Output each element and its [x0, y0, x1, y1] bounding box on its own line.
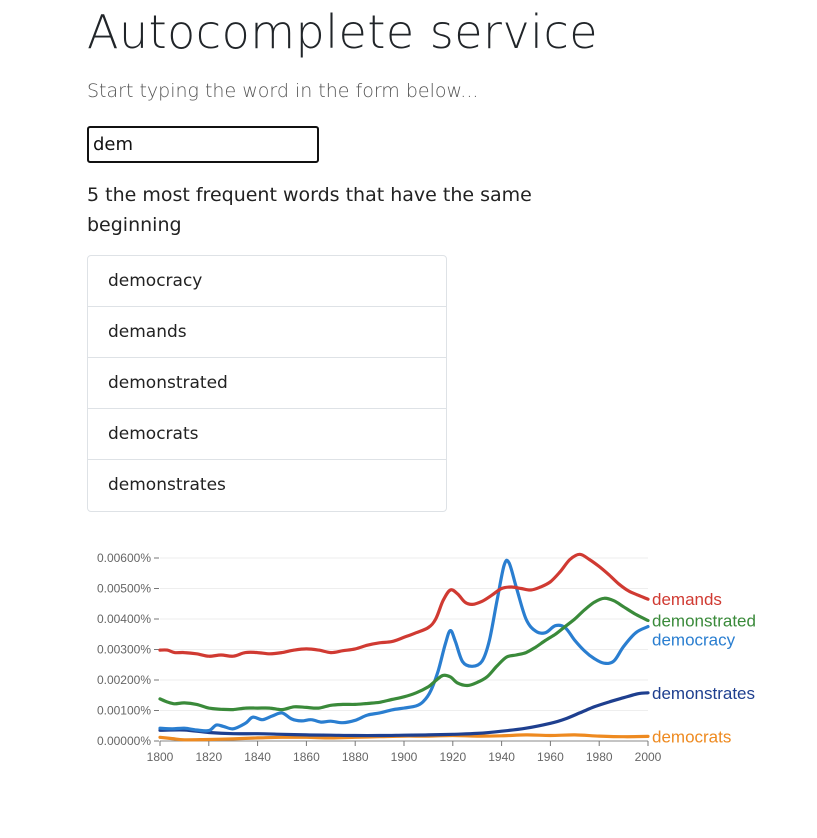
results-heading: 5 the most frequent words that have the … — [87, 184, 532, 236]
ngram-chart: 0.00000% 0.00100% 0.00200% 0.00300% 0.00400%… — [97, 551, 756, 764]
x-tick-label: 2000 — [635, 750, 662, 764]
x-tick-label: 1980 — [586, 750, 613, 764]
chart-grid — [160, 557, 648, 711]
chart-series — [158, 552, 650, 742]
x-tick-label: 1820 — [195, 750, 222, 764]
series-line-demonstrates — [158, 691, 650, 738]
suggestion-item-democracy[interactable]: democracy — [88, 256, 446, 307]
suggestion-item-democrats[interactable]: democrats — [88, 409, 446, 460]
y-tick-label: 0.00200% — [97, 673, 151, 687]
page-title: Autocomplete service — [87, 5, 599, 59]
series-label-demonstrates: demonstrates — [652, 684, 755, 703]
page-subtitle: Start typing the word in the form below.… — [87, 80, 479, 102]
x-tick-label: 1880 — [342, 750, 369, 764]
series-label-demands: demands — [652, 590, 722, 609]
suggestion-item-demands[interactable]: demands — [88, 307, 446, 358]
chart-axes: 0.00000% 0.00100% 0.00200% 0.00300% 0.00400%… — [97, 551, 662, 764]
series-label-democrats: democrats — [652, 727, 731, 746]
suggestion-item-demonstrates[interactable]: demonstrates — [108, 475, 226, 495]
x-tick-label: 1860 — [293, 750, 320, 764]
y-tick-label: 0.00000% — [97, 734, 151, 748]
y-tick-label: 0.00600% — [97, 551, 151, 565]
y-tick-label: 0.00500% — [97, 582, 151, 596]
series-line-demands — [158, 552, 650, 658]
y-tick-label: 0.00300% — [97, 643, 151, 657]
x-tick-label: 1800 — [147, 750, 174, 764]
y-tick-label: 0.00400% — [97, 612, 151, 626]
y-tick-label: 0.00100% — [97, 704, 151, 718]
series-line-democracy — [158, 558, 650, 733]
suggestion-list: democracy demands demonstrated democrats… — [87, 255, 447, 512]
series-line-demonstrated — [158, 596, 650, 712]
x-tick-label: 1900 — [391, 750, 418, 764]
search-input[interactable] — [87, 126, 319, 163]
x-tick-label: 1920 — [439, 750, 466, 764]
suggestion-item-demonstrated[interactable]: demonstrated — [88, 358, 446, 409]
x-tick-label: 1940 — [488, 750, 515, 764]
series-label-democracy: democracy — [652, 631, 736, 650]
x-tick-label: 1840 — [244, 750, 271, 764]
x-tick-label: 1960 — [537, 750, 564, 764]
series-label-demonstrated: demonstrated — [652, 612, 756, 631]
